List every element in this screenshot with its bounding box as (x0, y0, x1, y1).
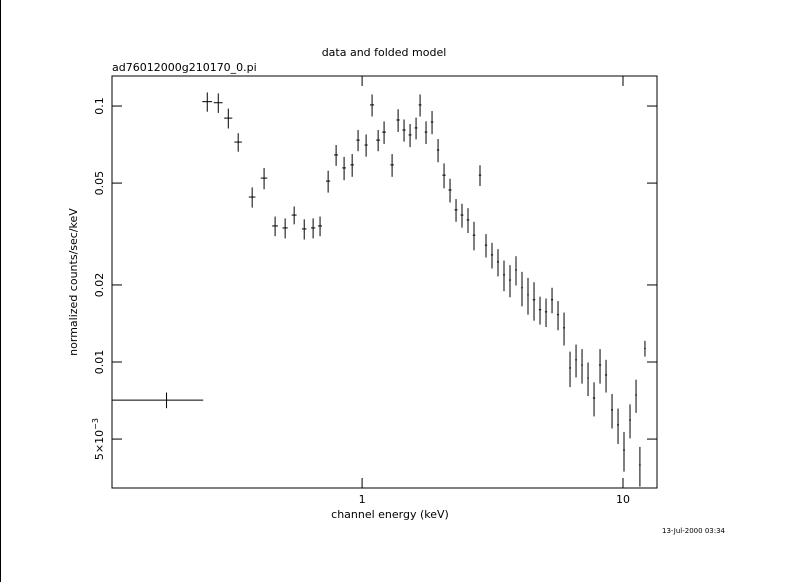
y-tick-label: 0.1 (93, 97, 106, 115)
y-axis-label: normalized counts/sec/keV (67, 208, 80, 356)
y-tick-label: 0.01 (93, 350, 106, 375)
x-axis-label: channel energy (keV) (331, 508, 449, 521)
y-tick-label: 0.05 (93, 171, 106, 196)
chart-title: data and folded model (322, 46, 447, 59)
chart-subtitle: ad76012000g210170_0.pi (112, 61, 257, 74)
timestamp: 13-Jul-2000 03:34 (662, 527, 726, 535)
x-tick-label: 10 (616, 493, 630, 506)
plot-frame (111, 75, 658, 489)
x-tick-label: 1 (359, 493, 366, 506)
y-tick-label: 5×10−3 (91, 418, 107, 460)
y-tick-label: 0.02 (93, 273, 106, 298)
